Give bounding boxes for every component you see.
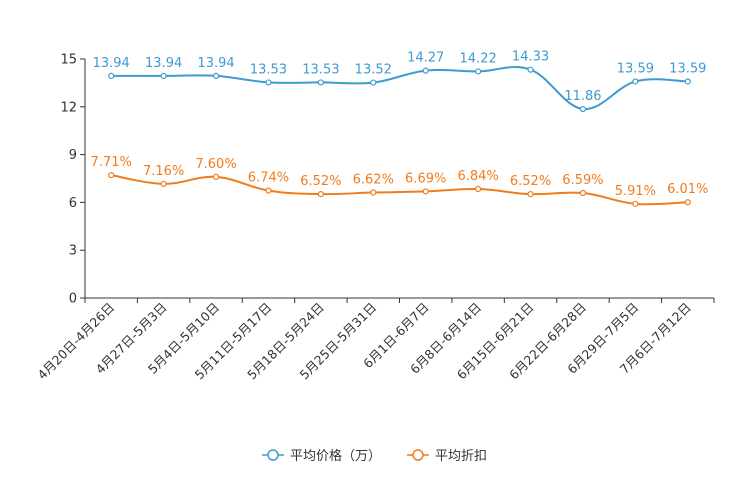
data-label: 14.22 <box>460 51 497 66</box>
data-point <box>527 191 534 198</box>
data-point <box>212 72 220 79</box>
data-point <box>632 200 639 207</box>
data-point <box>317 79 324 86</box>
data-label: 14.27 <box>407 51 444 66</box>
data-label: 7.71% <box>91 155 132 170</box>
data-point <box>370 189 377 196</box>
data-label: 6.74% <box>248 171 289 186</box>
data-point <box>475 68 482 75</box>
legend-label-1: 平均价格（万） <box>290 448 381 464</box>
y-tick-label: 6 <box>69 196 77 211</box>
data-point <box>317 191 324 198</box>
data-point <box>422 188 429 195</box>
data-label: 13.59 <box>617 61 654 76</box>
data-label: 13.52 <box>355 63 392 78</box>
data-point <box>684 78 691 85</box>
data-point <box>212 173 220 181</box>
data-point <box>370 79 377 86</box>
data-point <box>527 66 534 73</box>
data-label: 6.01% <box>667 182 708 197</box>
series-lines <box>108 66 691 207</box>
data-label: 6.52% <box>510 174 551 189</box>
data-point <box>632 78 639 85</box>
data-point <box>422 67 429 74</box>
data-labels: 13.94 13.94 13.94 13.53 13.53 13.52 14.27 14.22… <box>91 50 709 199</box>
legend: 平均价格（万） 平均折扣 <box>262 448 487 464</box>
y-tick-label: 12 <box>60 100 77 115</box>
x-axis-ticks: 4月20日-4月26日4月27日-5月3日5月4日-5月10日5月11日-5月1… <box>34 298 715 382</box>
y-tick-label: 3 <box>69 244 77 259</box>
data-label: 13.59 <box>669 61 706 76</box>
legend-marker-icon <box>412 449 424 461</box>
data-label: 7.16% <box>143 164 184 179</box>
data-label: 6.69% <box>405 171 446 186</box>
data-label: 13.94 <box>197 56 234 71</box>
data-label: 13.53 <box>302 62 339 77</box>
data-point <box>475 185 482 193</box>
data-point <box>684 199 691 206</box>
data-point <box>579 105 587 113</box>
data-point <box>108 72 115 79</box>
legend-label-2: 平均折扣 <box>435 449 487 464</box>
data-label: 7.60% <box>195 157 236 172</box>
data-point <box>160 180 167 188</box>
y-axis-ticks: 0 3 6 9 12 15 <box>60 53 85 307</box>
data-label: 6.84% <box>457 169 498 184</box>
data-point <box>265 79 272 86</box>
data-label: 13.53 <box>250 62 287 77</box>
data-point <box>265 187 272 194</box>
data-label: 6.52% <box>300 174 341 189</box>
data-point <box>160 72 167 79</box>
data-label: 13.94 <box>93 56 130 71</box>
data-point <box>579 189 587 197</box>
legend-marker-icon <box>267 449 279 461</box>
data-label: 14.33 <box>512 50 549 65</box>
data-point <box>108 172 115 179</box>
data-label: 5.91% <box>615 184 656 199</box>
data-label: 11.86 <box>564 89 601 104</box>
data-label: 13.94 <box>145 56 182 71</box>
y-tick-label: 9 <box>69 148 77 163</box>
y-tick-label: 15 <box>60 53 77 68</box>
series-line-2 <box>111 174 688 206</box>
data-label: 6.59% <box>562 173 603 188</box>
y-tick-label: 0 <box>69 292 77 307</box>
data-label: 6.62% <box>353 173 394 188</box>
